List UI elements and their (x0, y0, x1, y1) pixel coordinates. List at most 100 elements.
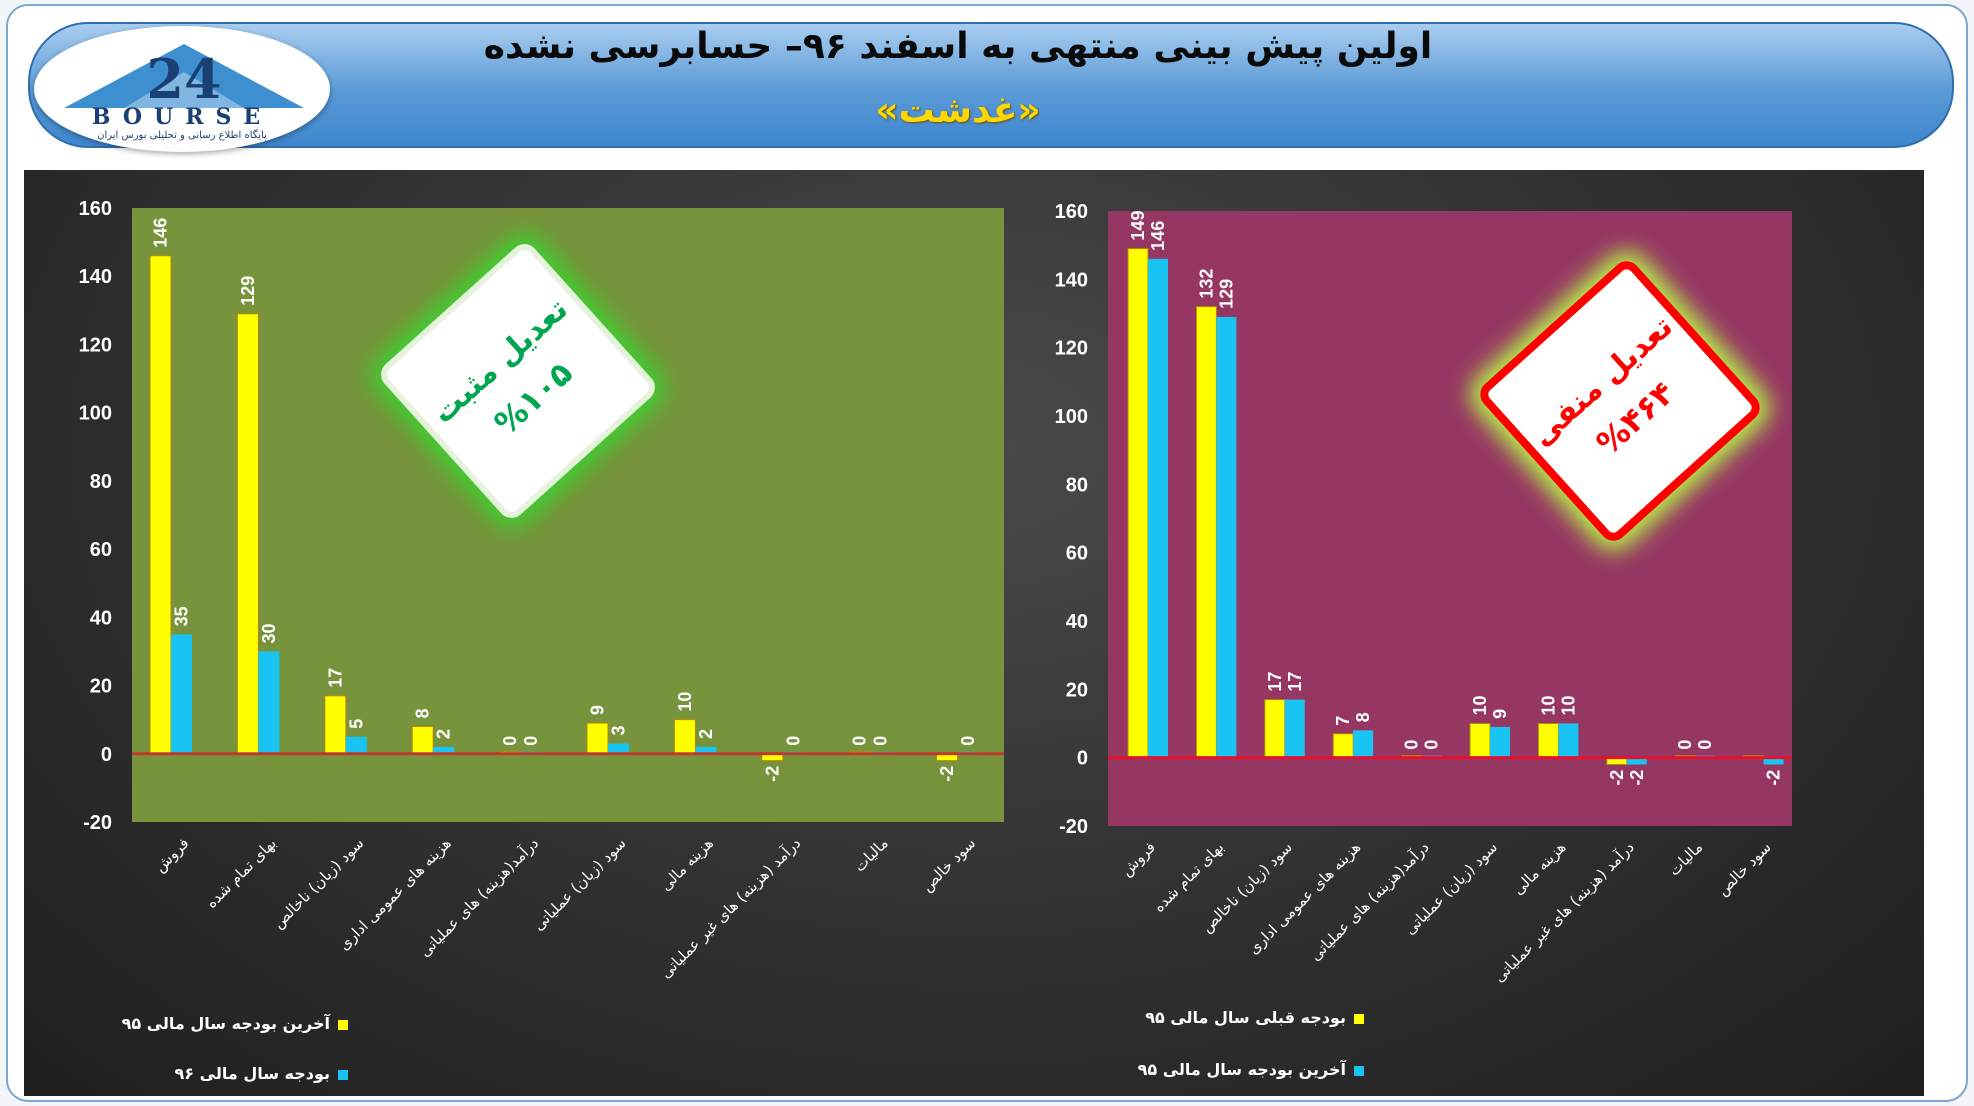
data-label: 17 (1285, 672, 1305, 692)
bar (1284, 699, 1305, 758)
data-label: -2 (762, 766, 782, 782)
data-label: -2 (937, 766, 957, 782)
x-category-label: سود خالص (918, 834, 979, 895)
legend-swatch (338, 1069, 348, 1080)
left-legend-item-1: آخرین بودجه سال مالی ۹۵ (88, 1014, 348, 1033)
data-label: 0 (1422, 740, 1442, 750)
x-category-label: فروش (1117, 838, 1159, 880)
x-category-label: سود (زیان) عملیاتی (529, 834, 629, 934)
data-label: -2 (1764, 770, 1784, 786)
y-tick-label: -20 (83, 812, 112, 834)
data-label: 0 (1402, 740, 1422, 750)
bar (345, 736, 367, 754)
page-title: اولین پیش بینی منتهی به اسفند ۹۶– حسابرس… (483, 26, 1433, 67)
bar (1148, 258, 1168, 758)
bar (1490, 726, 1510, 758)
data-label: 149 (1128, 211, 1148, 241)
data-label: 146 (151, 218, 171, 248)
data-label: 146 (1148, 221, 1168, 251)
data-label: 0 (850, 736, 870, 746)
data-label: 7 (1333, 716, 1353, 726)
bar (171, 634, 192, 754)
logo-mountain-icon: 24 (64, 44, 304, 111)
bar (1558, 723, 1579, 758)
x-category-label: درآمد(هزینه) های عملیاتی (1306, 838, 1432, 964)
data-label: 30 (259, 623, 279, 643)
y-tick-label: 40 (1066, 611, 1088, 633)
y-tick-label: 100 (1055, 406, 1088, 428)
x-category-label: مالیات (850, 834, 891, 875)
bar (1264, 699, 1286, 759)
right-legend-item-2: آخرین بودجه سال مالی ۹۵ (1104, 1060, 1364, 1079)
bar (1626, 757, 1647, 765)
bar (1353, 730, 1374, 758)
y-tick-label: 140 (1055, 269, 1088, 291)
legend-label: آخرین بودجه سال مالی ۹۵ (121, 1014, 330, 1033)
y-tick-label: 140 (79, 266, 112, 288)
bar (411, 725, 434, 755)
data-label: 17 (1265, 672, 1285, 692)
bar (149, 255, 172, 755)
company-name: «غدشت» (875, 90, 1041, 131)
y-tick-label: 80 (90, 471, 112, 493)
bar (586, 722, 609, 755)
data-label: 3 (609, 726, 629, 736)
slide-frame: 24 BOURSE پایگاه اطلاع رسانی و تحلیلی بو… (6, 4, 1968, 1102)
bar (1469, 723, 1491, 759)
data-label: 5 (346, 719, 366, 729)
bar (673, 719, 696, 755)
bar (324, 695, 347, 755)
x-category-label: سود خالص (1713, 838, 1774, 899)
data-label: 0 (500, 736, 520, 746)
right-legend-item-1: بودجه قبلی سال مالی ۹۵ (1104, 1008, 1364, 1027)
data-label: 9 (588, 705, 608, 715)
bar (236, 313, 259, 755)
y-tick-label: 0 (1077, 748, 1088, 770)
data-label: 8 (1353, 712, 1373, 722)
x-category-label: درآمد (هزینه) های غیر عملیاتی (657, 834, 805, 982)
data-label: 17 (325, 668, 345, 688)
y-tick-label: 120 (79, 334, 112, 356)
legend-swatch (338, 1019, 348, 1030)
data-label: 2 (434, 729, 454, 739)
data-label: 35 (172, 606, 192, 626)
legend-swatch (1354, 1013, 1364, 1024)
x-category-label: هزینه های عمومی اداری (1244, 838, 1364, 958)
y-tick-label: 160 (79, 198, 112, 220)
logo-tagline: پایگاه اطلاع رسانی و تحلیلی بورس ایران (97, 130, 267, 141)
legend-label: بودجه قبلی سال مالی ۹۵ (1145, 1008, 1346, 1027)
x-category-label: هزینه مالی (1509, 838, 1569, 898)
data-label: 10 (675, 692, 695, 712)
x-category-label: سود (زیان) ناخالص (269, 834, 367, 932)
left-bar-chart: 160140120100806040200-2014635فروش12930به… (79, 198, 1004, 982)
y-tick-label: 60 (90, 539, 112, 561)
bar (695, 746, 717, 754)
bar (1127, 248, 1149, 759)
data-label: 0 (958, 736, 978, 746)
legend-label: بودجه سال مالی ۹۶ (174, 1064, 330, 1083)
data-label: -2 (1627, 770, 1647, 786)
x-category-label: بهای تمام شده (202, 834, 280, 912)
logo-number: 24 (146, 47, 221, 111)
data-label: 132 (1196, 269, 1216, 299)
x-category-label: هزینه مالی (657, 834, 717, 894)
bar (433, 746, 455, 754)
data-label: 2 (696, 729, 716, 739)
data-label: 129 (238, 276, 258, 306)
y-tick-label: 80 (1066, 474, 1088, 496)
y-tick-label: 120 (1055, 338, 1088, 360)
charts-panel: 160 140 120 100 80 60 40 20 0 -20 146 35 فروش 129 30 به… (24, 170, 1924, 1096)
bar (608, 743, 629, 754)
x-category-label: مالیات (1665, 838, 1706, 879)
x-category-label: فروش (151, 834, 193, 876)
y-tick-label: 60 (1066, 543, 1088, 565)
y-tick-label: 20 (1066, 679, 1088, 701)
bar (1216, 316, 1237, 758)
y-tick-label: 20 (90, 676, 112, 698)
logo: 24 BOURSE پایگاه اطلاع رسانی و تحلیلی بو… (34, 26, 330, 152)
data-label: 9 (1490, 709, 1510, 719)
y-tick-label: -20 (1059, 816, 1088, 838)
data-label: 8 (413, 708, 433, 718)
y-tick-label: 100 (79, 403, 112, 425)
